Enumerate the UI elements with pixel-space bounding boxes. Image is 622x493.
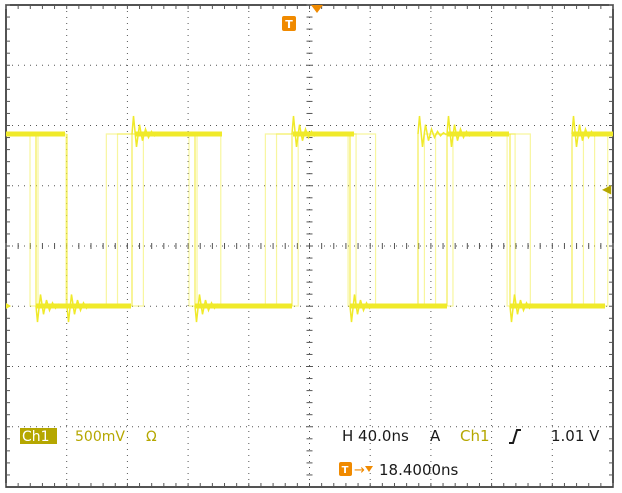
ch1-trace xyxy=(6,115,613,323)
trigger-offset: 18.4000ns xyxy=(379,461,459,479)
ch1-ringing xyxy=(131,115,161,148)
trigger-pointer-icon xyxy=(311,5,323,13)
trigger-down-arrow-icon xyxy=(365,466,373,472)
channel-badge[interactable]: Ch1 xyxy=(22,429,50,445)
trigger-marker-glyph: T xyxy=(285,18,293,31)
ch1-ringing xyxy=(571,115,601,148)
trigger-position-arrow: → xyxy=(354,463,365,478)
ch1-ringing xyxy=(417,115,447,148)
trigger-marker-badge xyxy=(282,16,296,31)
ch1-ringing xyxy=(66,294,96,323)
trigger-position-badge: T xyxy=(342,465,349,476)
trigger-position-badge-bg xyxy=(339,462,352,476)
trigger-level: 1.01 V xyxy=(551,427,600,445)
ch1-ringing xyxy=(194,294,224,323)
coupling-symbol: Ω xyxy=(146,429,157,445)
timebase: H 40.0ns xyxy=(342,427,409,445)
channel-badge-bg xyxy=(20,428,57,444)
ch1-ringing xyxy=(291,115,321,148)
ch1-ringing xyxy=(35,294,65,323)
ch1-ringing xyxy=(509,294,539,323)
ch1-ringing xyxy=(446,115,476,148)
vertical-scale: 500mV xyxy=(75,429,125,445)
rising-edge-icon xyxy=(509,429,521,444)
ch1-ringing xyxy=(349,294,379,323)
trigger-level-marker-icon[interactable]: ◀ xyxy=(602,182,612,196)
trigger-position-marker[interactable]: T xyxy=(282,5,323,31)
acquire-mode: A xyxy=(430,427,441,445)
ch1-ground-marker-icon[interactable] xyxy=(6,303,11,309)
trigger-source: Ch1 xyxy=(460,427,490,445)
